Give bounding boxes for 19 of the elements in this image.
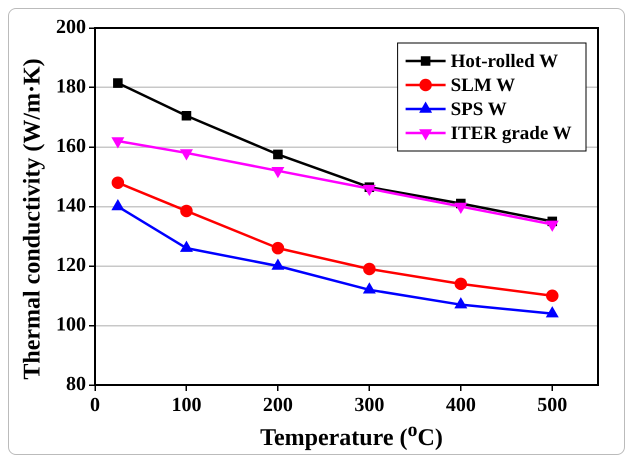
y-tick-label: 140 [56,194,86,217]
x-tick-label: 0 [90,394,100,416]
x-axis-title: Temperature ($^{o}$C) [259,419,444,452]
y-tick-label: 160 [56,135,86,158]
x-tick-label: 300 [354,394,384,416]
y-tick-label: 180 [56,76,86,98]
legend-label: ITER grade W [450,122,572,144]
y-tick-label: 120 [56,254,86,276]
y-tick-label: 100 [56,314,86,336]
y-tick-label: 200 [56,16,86,38]
legend-label: SLM W [450,74,516,96]
y-axis-title: Thermal conductivity (W/m·K) [20,58,46,380]
x-tick-label: 200 [262,394,293,416]
x-tick-label: 500 [537,394,568,416]
x-tick-label: 100 [171,394,202,416]
x-tick-label: 400 [446,394,476,416]
legend-label: Hot-rolled W [450,50,558,72]
legend-label: SPS W [450,98,507,120]
y-tick-label: 80 [66,373,86,396]
